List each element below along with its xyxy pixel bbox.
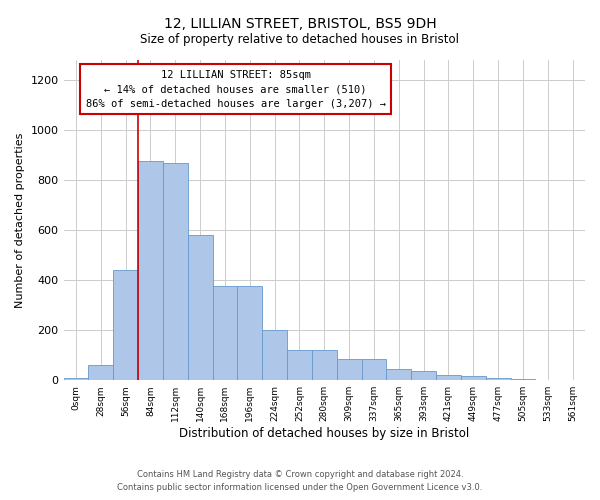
Text: 12, LILLIAN STREET, BRISTOL, BS5 9DH: 12, LILLIAN STREET, BRISTOL, BS5 9DH (164, 18, 436, 32)
Text: Contains HM Land Registry data © Crown copyright and database right 2024.
Contai: Contains HM Land Registry data © Crown c… (118, 470, 482, 492)
Bar (163, 162, 188, 380)
Bar (188, 235, 212, 380)
Bar (386, 369, 411, 380)
Text: 12 LILLIAN STREET: 85sqm
← 14% of detached houses are smaller (510)
86% of semi-: 12 LILLIAN STREET: 85sqm ← 14% of detach… (86, 70, 386, 109)
Bar (64, 378, 88, 380)
X-axis label: Distribution of detached houses by size in Bristol: Distribution of detached houses by size … (179, 427, 469, 440)
Bar (138, 162, 163, 380)
Bar (362, 359, 386, 380)
Bar (212, 286, 238, 380)
Bar (461, 376, 485, 380)
Text: Size of property relative to detached houses in Bristol: Size of property relative to detached ho… (140, 32, 460, 46)
Bar (312, 350, 337, 380)
Bar (88, 365, 113, 380)
Bar (287, 350, 312, 380)
Bar (436, 375, 461, 380)
Bar (238, 286, 262, 380)
Bar (511, 379, 535, 380)
Bar (113, 270, 138, 380)
Bar (262, 330, 287, 380)
Bar (337, 359, 362, 380)
Y-axis label: Number of detached properties: Number of detached properties (15, 132, 25, 308)
Bar (485, 378, 511, 380)
Bar (411, 372, 436, 380)
